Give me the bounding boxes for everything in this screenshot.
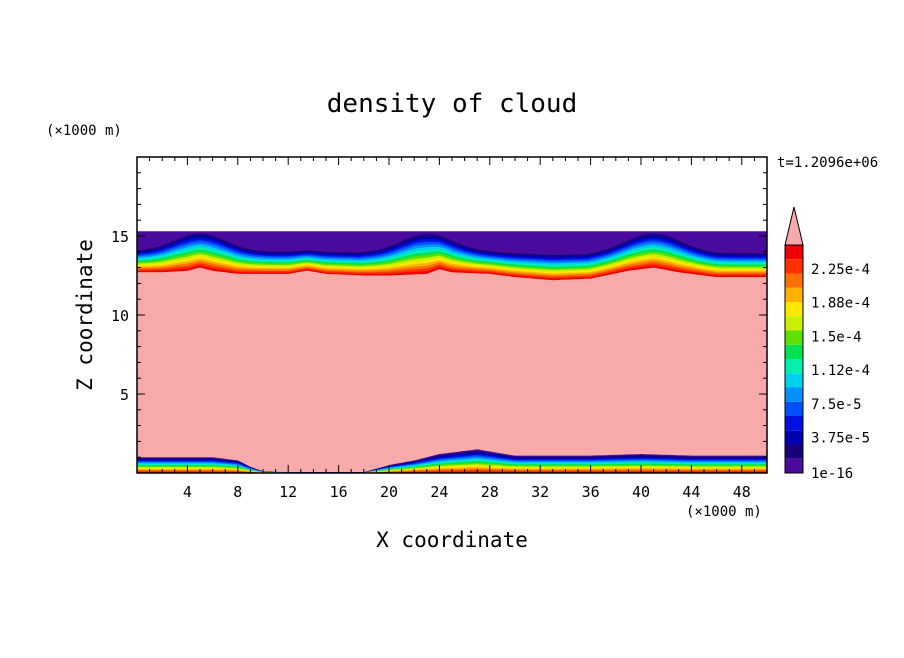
colorbar-swatch [785,302,803,317]
colorbar-label: 1.5e-4 [811,329,862,345]
colorbar-label: 1.88e-4 [811,296,870,312]
colorbar-swatch [785,287,803,302]
x-tick-label: 16 [330,483,348,501]
chart-title: density of cloud [327,89,577,119]
y-tick-label: 5 [120,386,129,404]
colorbar-swatch [785,245,803,260]
colorbar-swatch [785,416,803,431]
upper-contour-band [137,265,767,281]
colorbar-frame [784,244,804,474]
x-tick-label: 8 [233,483,242,501]
colorbar-swatch [785,359,803,374]
x-tick-label: 40 [632,483,650,501]
colorbar-overflow-triangle [784,206,804,246]
x-tick-label: 12 [279,483,297,501]
plot-area [137,231,767,473]
cloud-core [137,267,767,473]
colorbar-swatch [785,387,803,402]
x-tick-label: 24 [430,483,448,501]
y-tick-label: 10 [111,307,129,325]
y-tick-label: 15 [111,228,129,246]
y-axis-label: Z coordinate [73,239,97,391]
time-label: t=1.2096e+06 [777,155,878,171]
x-unit-label: (×1000 m) [686,504,762,520]
colorbar-swatch [785,430,803,445]
colorbar-swatch [785,316,803,331]
colorbar-swatch [785,330,803,345]
colorbar-swatch [785,344,803,359]
colorbar-swatch [785,259,803,274]
y-axis: 5 10 15 [111,172,767,458]
contour-fills [137,231,767,473]
colorbar-label: 3.75e-5 [811,431,870,447]
x-axis-label: X coordinate [376,528,528,552]
x-tick-label: 28 [481,483,499,501]
x-tick-label: 32 [531,483,549,501]
x-tick-label: 44 [682,483,700,501]
colorbar: 2.25e-4 1.88e-4 1.5e-4 1.12e-4 7.5e-5 3.75e-5… [784,206,870,482]
x-tick-label: 36 [582,483,600,501]
colorbar-swatch [785,458,803,473]
colorbar-swatch [785,273,803,288]
x-tick-label: 48 [733,483,751,501]
x-tick-label: 20 [380,483,398,501]
colorbar-swatch [785,373,803,388]
y-unit-label: (×1000 m) [46,123,122,139]
colorbar-swatch [785,444,803,459]
colorbar-label: 7.5e-5 [811,397,862,413]
colorbar-label: 2.25e-4 [811,262,870,278]
x-tick-label: 4 [183,483,192,501]
colorbar-label: 1e-16 [811,466,853,482]
x-axis: 4 8 12 16 20 24 28 32 36 40 44 48 [149,157,755,501]
colorbar-label: 1.12e-4 [811,363,870,379]
colorbar-swatch [785,401,803,416]
